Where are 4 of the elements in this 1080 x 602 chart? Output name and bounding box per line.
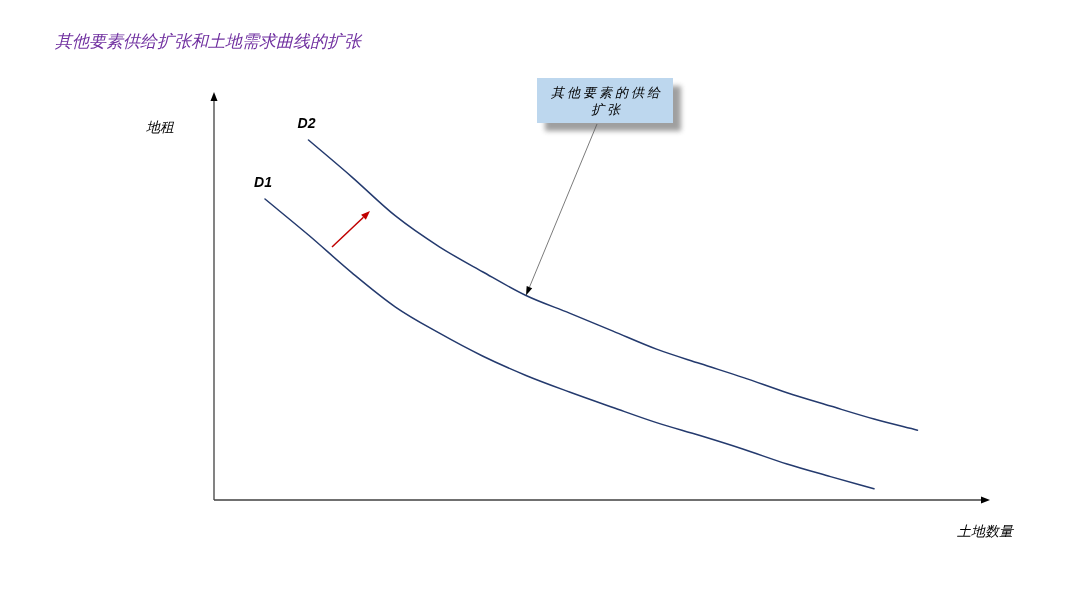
ylabel: 地租	[146, 120, 174, 135]
annotation: 其他要素的供给扩张	[550, 84, 663, 117]
title: 其他要素供给扩张和土地需求曲线的扩张	[55, 32, 361, 51]
xlabel: 土地数量	[957, 524, 1013, 539]
